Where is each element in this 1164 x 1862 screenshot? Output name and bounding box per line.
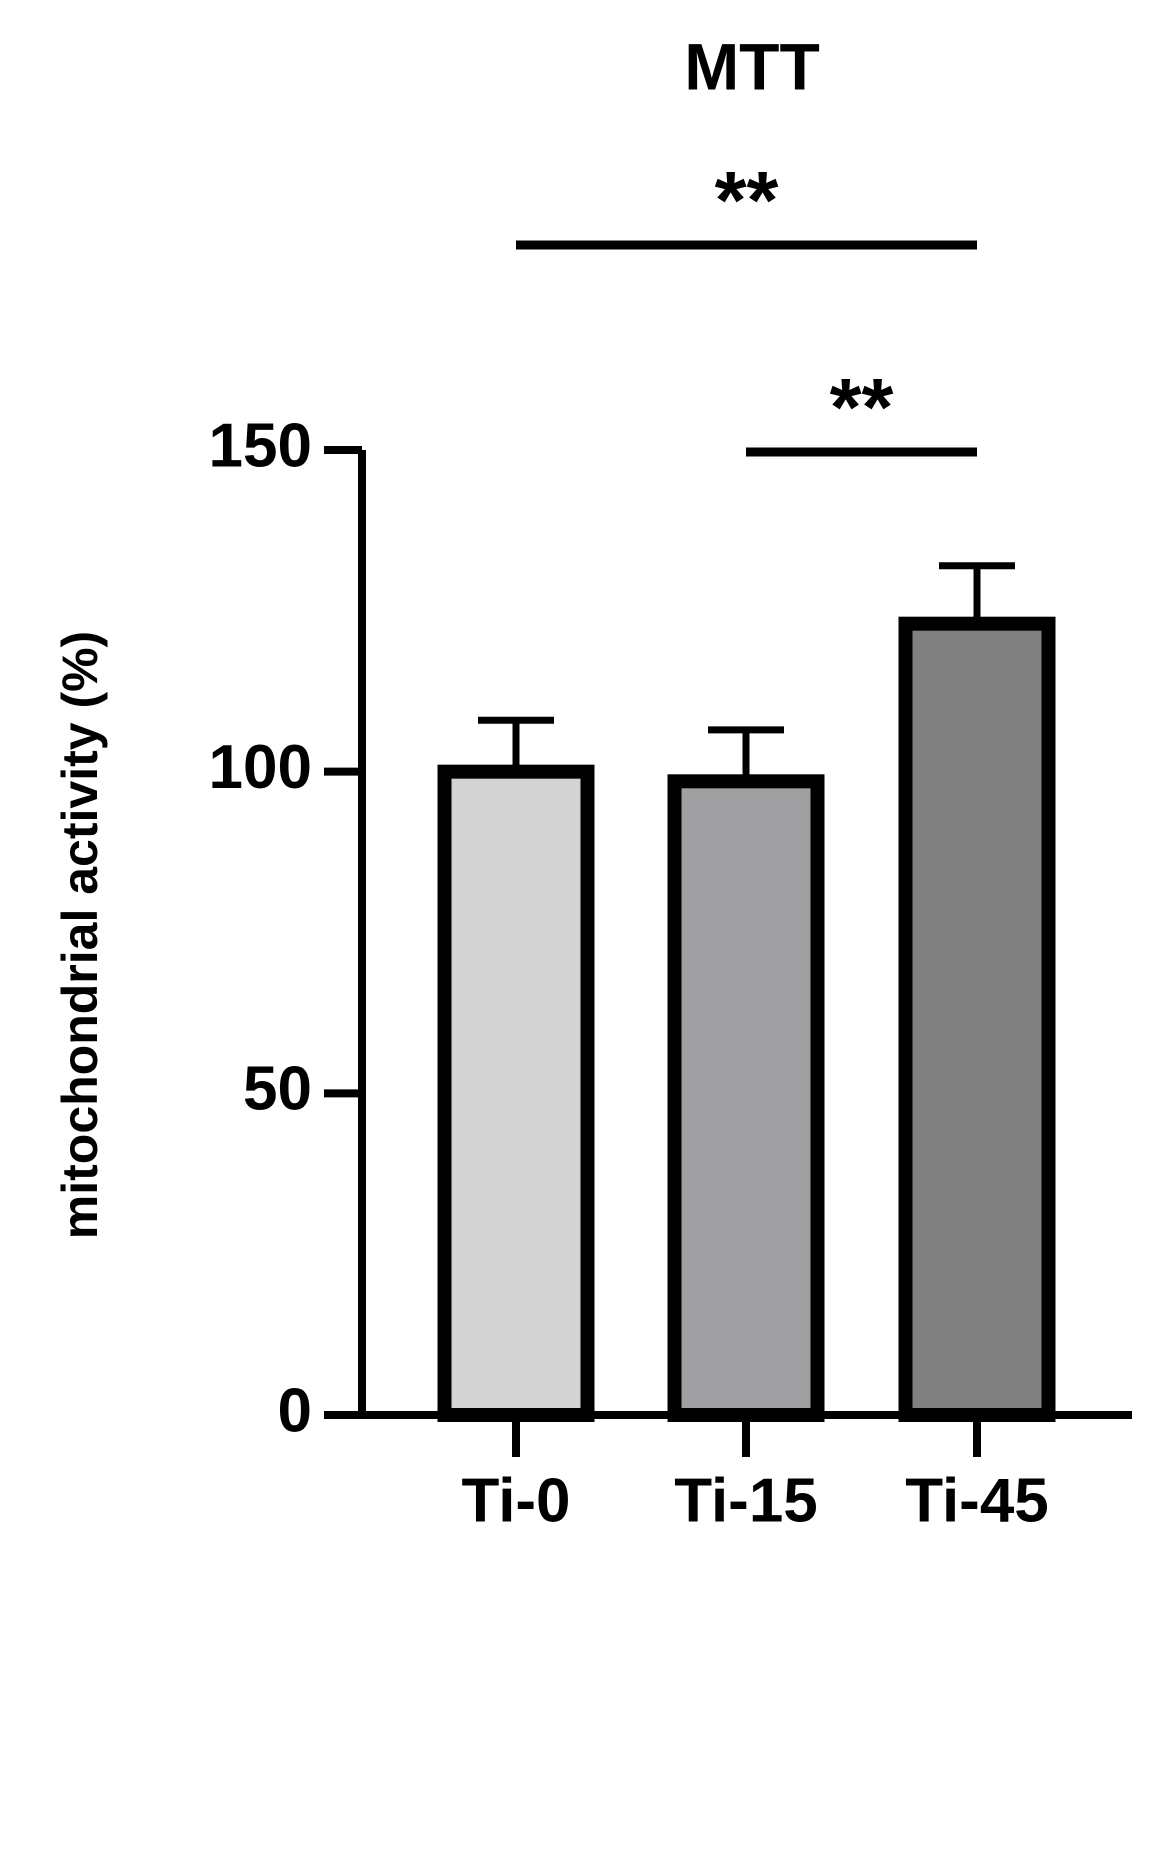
significance-label: **	[830, 363, 894, 454]
x-tick-label: Ti-0	[461, 1466, 570, 1535]
x-tick-label: Ti-45	[905, 1466, 1049, 1535]
chart-title: MTT	[684, 29, 820, 103]
y-tick-label: 50	[243, 1055, 312, 1124]
significance-label: **	[715, 156, 779, 247]
x-tick-label: Ti-15	[674, 1466, 818, 1535]
bar	[667, 774, 825, 1422]
y-tick-label: 150	[209, 411, 312, 480]
y-tick-label: 100	[209, 733, 312, 802]
y-axis-label: mitochondrial activity (%)	[52, 631, 108, 1239]
y-tick-label: 0	[278, 1376, 312, 1445]
bar	[898, 616, 1056, 1422]
bar	[437, 764, 595, 1422]
